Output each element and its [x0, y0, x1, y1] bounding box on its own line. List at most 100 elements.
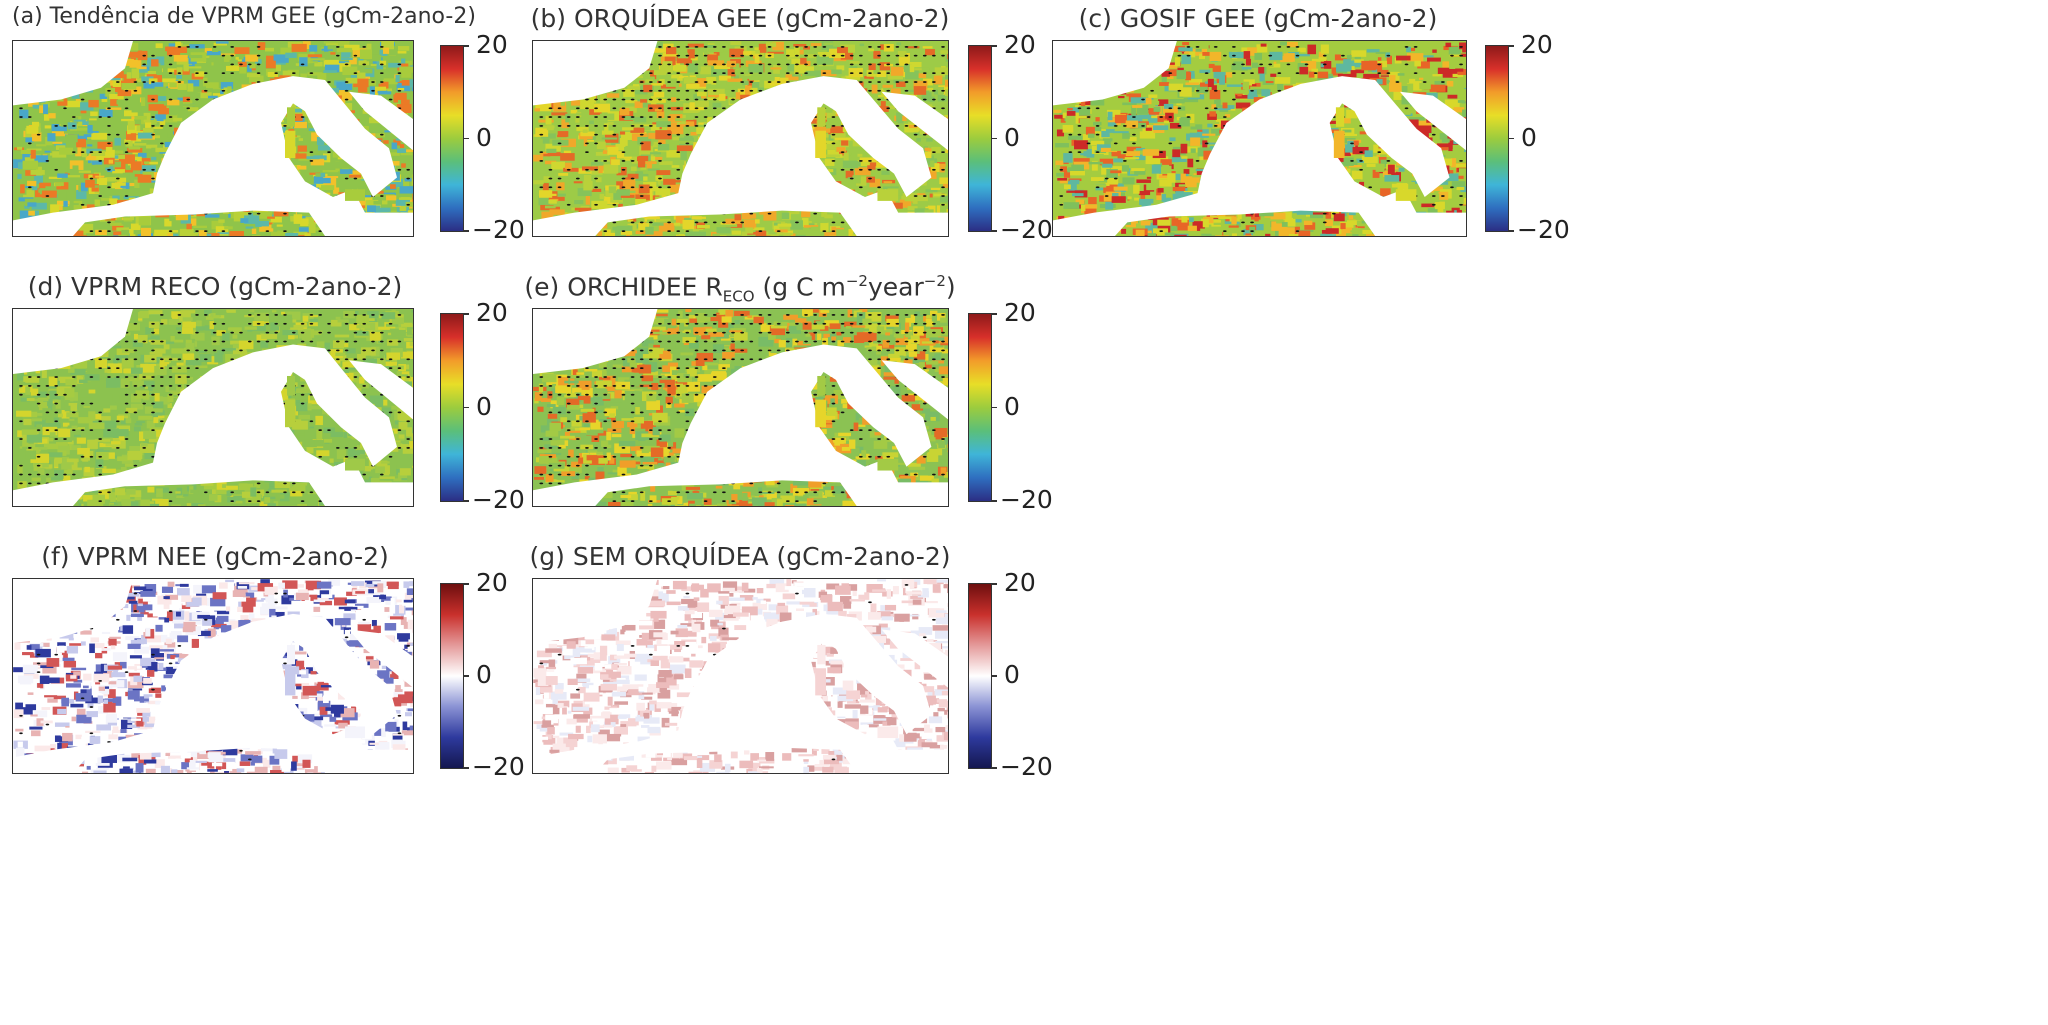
land-cell: [387, 88, 393, 92]
land-cell: [897, 51, 907, 58]
land-cell: [599, 94, 607, 103]
land-cell: [1067, 107, 1073, 111]
land-cell: [1278, 227, 1295, 236]
land-cell: [282, 70, 293, 76]
significance-dot: [566, 203, 571, 206]
land-cell: [143, 81, 155, 89]
significance-dot: [658, 54, 662, 57]
land-cell: [275, 62, 281, 72]
land-cell: [321, 48, 333, 51]
land-cell: [285, 52, 297, 59]
significance-dot: [256, 212, 261, 215]
land-cell: [1419, 55, 1434, 58]
land-cell: [151, 59, 159, 67]
significance-dot: [831, 116, 836, 118]
significance-dot: [195, 98, 199, 101]
significance-dot: [630, 160, 635, 162]
land-cell: [864, 176, 876, 183]
land-cell: [280, 47, 292, 55]
significance-dot: [309, 151, 314, 154]
land-cell: [1135, 147, 1146, 151]
significance-dot: [703, 63, 708, 66]
land-cell: [654, 63, 659, 71]
land-cell: [336, 47, 353, 53]
land-cell: [1124, 200, 1139, 204]
land-cell: [377, 207, 391, 213]
significance-dot: [344, 89, 349, 92]
land-cell: [88, 152, 93, 157]
land-cell: [690, 131, 698, 136]
land-cell: [98, 195, 110, 198]
land-cell: [1416, 125, 1432, 133]
significance-dot: [19, 107, 23, 110]
land-cell: [636, 155, 649, 162]
land-cell: [1202, 52, 1211, 56]
land-cell: [836, 144, 846, 152]
land-cell: [565, 113, 570, 123]
land-cell: [299, 57, 308, 67]
land-cell: [1176, 70, 1187, 80]
land-cell: [560, 212, 573, 216]
land-cell: [675, 220, 690, 227]
land-cell: [1063, 184, 1071, 190]
land-cell: [1057, 178, 1068, 181]
land-cell: [1192, 221, 1206, 228]
significance-dot: [922, 195, 927, 197]
significance-dot: [318, 230, 323, 233]
land-cell: [1442, 68, 1458, 78]
land-cell: [1129, 136, 1137, 141]
land-cell: [316, 136, 325, 146]
land-cell: [920, 138, 927, 145]
land-cell: [1228, 51, 1244, 59]
land-cell: [1388, 82, 1402, 92]
land-cell: [646, 116, 651, 123]
significance-dot: [388, 98, 393, 101]
land-cell: [192, 232, 202, 236]
land-cell: [661, 43, 674, 49]
significance-dot: [380, 45, 384, 48]
land-cell: [1308, 71, 1315, 78]
land-cell: [598, 204, 615, 212]
land-cell: [831, 69, 842, 75]
land-cell: [247, 64, 252, 72]
land-cell: [743, 51, 752, 55]
land-cell: [1070, 170, 1085, 176]
land-cell: [535, 102, 552, 112]
land-cell: [604, 123, 609, 133]
land-cell: [88, 174, 93, 180]
significance-dot: [795, 221, 799, 224]
land-cell: [349, 57, 357, 65]
land-cell: [1413, 80, 1422, 91]
land-cell: [1397, 73, 1405, 76]
land-cell: [932, 158, 938, 168]
land-cell: [127, 120, 135, 130]
land-cell: [88, 155, 96, 160]
land-cell: [155, 147, 172, 153]
significance-dot: [895, 81, 900, 83]
land-cell: [909, 64, 915, 73]
land-cell: [1456, 186, 1465, 191]
land-cell: [95, 229, 107, 236]
land-cell: [1101, 166, 1110, 175]
land-cell: [792, 74, 801, 77]
significance-dot: [107, 124, 111, 127]
land-cell: [65, 175, 81, 178]
significance-dot: [353, 72, 358, 75]
land-cell: [230, 41, 238, 44]
land-cell: [257, 211, 272, 219]
significance-dot: [594, 160, 598, 162]
land-cell: [1400, 45, 1406, 51]
land-cell: [1259, 58, 1274, 68]
land-cell: [1338, 157, 1354, 166]
significance-dot: [913, 133, 918, 136]
land-cell: [789, 234, 806, 236]
land-cell: [265, 47, 275, 52]
land-cell: [309, 172, 320, 175]
significance-dot: [380, 133, 384, 136]
land-cell: [1253, 224, 1264, 231]
significance-dot: [676, 116, 681, 118]
land-cell: [1417, 61, 1430, 69]
significance-dot: [548, 116, 553, 118]
significance-dot: [168, 98, 173, 101]
land-cell: [177, 83, 187, 90]
